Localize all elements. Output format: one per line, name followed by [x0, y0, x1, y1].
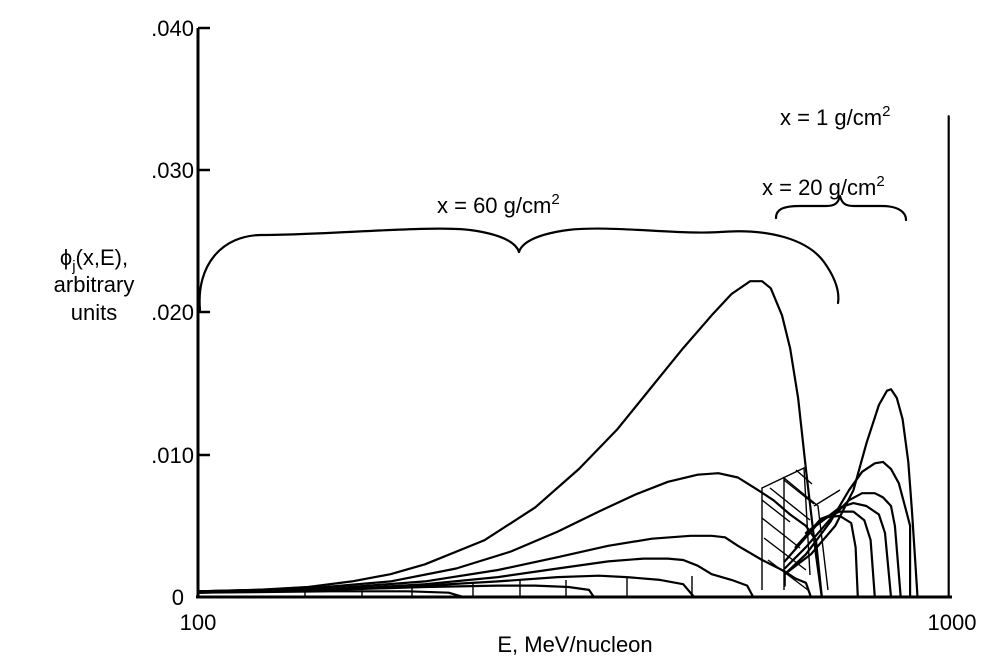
series-line-9 — [783, 460, 912, 599]
y-axis-label-line2: arbitrary — [54, 272, 135, 297]
hatch-outline-a — [761, 466, 811, 590]
y-tick-label-010: .010 — [151, 443, 194, 468]
y-tick-label-020: .020 — [151, 300, 194, 325]
hatch-line-8 — [813, 489, 841, 507]
series-group — [196, 115, 950, 599]
x-tick-label-1000: 1000 — [928, 610, 977, 635]
series-line-10 — [783, 492, 902, 599]
series-line-12 — [794, 510, 876, 599]
hatch-line-6 — [767, 559, 809, 591]
hatch-line-3 — [763, 537, 807, 571]
x-tick-label-100: 100 — [180, 610, 217, 635]
series-line-3 — [196, 534, 813, 599]
series-line-1 — [196, 280, 823, 599]
annotation-x-60: x = 60 g/cm2 — [437, 191, 560, 218]
y-tick-label-030: .030 — [151, 158, 194, 183]
brace-20 — [774, 194, 908, 222]
annotation-x-20: x = 20 g/cm2 — [762, 173, 885, 200]
y-tick-label-040: .040 — [151, 16, 194, 41]
series-line-6 — [196, 584, 596, 599]
baseline-ticks — [304, 576, 693, 597]
hatch-line-2 — [761, 517, 801, 549]
y-axis-label-line1: ϕj(x,E), — [60, 245, 128, 275]
hatch-outline-b — [783, 476, 829, 591]
x-axis-label: E, MeV/nucleon — [497, 632, 652, 656]
series-line-4 — [196, 557, 755, 599]
y-axis-label-line3: units — [71, 300, 117, 325]
hatch-line-1 — [761, 499, 791, 523]
y-tick-label-0: 0 — [172, 585, 184, 610]
hatch-line-9 — [817, 503, 849, 525]
annotation-x-1: x = 1 g/cm2 — [780, 103, 890, 130]
brace-60 — [198, 227, 840, 312]
hatch-line-4 — [769, 487, 811, 521]
series-line-13 — [804, 514, 859, 599]
series-line-2 — [196, 472, 823, 599]
series-line-8 — [783, 388, 919, 599]
hatch-line-5 — [783, 479, 815, 505]
hatch-line-7 — [795, 469, 813, 485]
hatch-region — [761, 466, 849, 591]
series-line-7 — [196, 590, 465, 599]
